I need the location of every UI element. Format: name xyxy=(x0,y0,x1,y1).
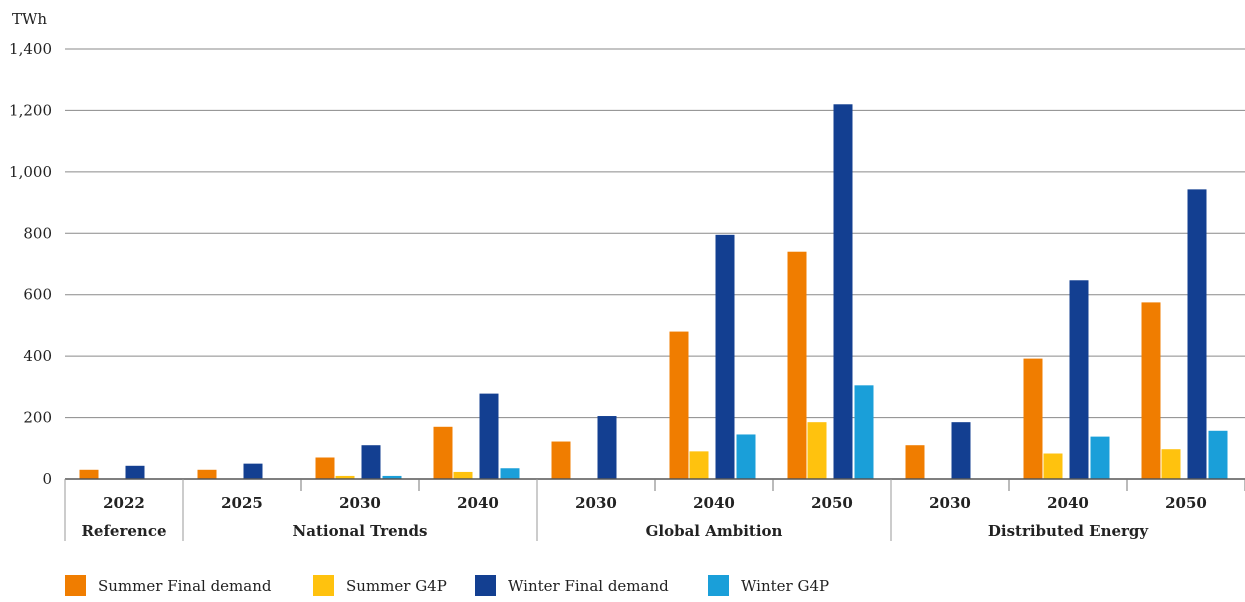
category-label: 2040 xyxy=(457,494,499,512)
bar xyxy=(382,475,402,479)
category-label: 2030 xyxy=(339,494,381,512)
category-label: 2030 xyxy=(929,494,971,512)
bar xyxy=(479,393,499,479)
legend-swatch xyxy=(65,575,86,596)
legend-item: Winter Final demand xyxy=(475,575,669,596)
legend-swatch xyxy=(313,575,334,596)
bar xyxy=(597,416,617,479)
group-label: Reference xyxy=(81,522,166,540)
bar xyxy=(1043,453,1063,479)
category-label: 2022 xyxy=(103,494,145,512)
y-tick-label: 800 xyxy=(23,224,52,242)
category-label: 2040 xyxy=(693,494,735,512)
y-tick-label: 1,000 xyxy=(9,163,52,181)
bar xyxy=(1141,302,1161,479)
y-tick-label: 400 xyxy=(23,347,52,365)
bar xyxy=(951,422,971,479)
bar xyxy=(807,422,827,479)
bar xyxy=(453,471,473,479)
bar xyxy=(1069,280,1089,479)
legend-item: Winter G4P xyxy=(708,575,829,596)
bar xyxy=(197,469,217,479)
bar xyxy=(500,468,520,479)
bar xyxy=(736,434,756,479)
bar xyxy=(854,385,874,479)
category-label: 2050 xyxy=(811,494,853,512)
group-label: Distributed Energy xyxy=(988,522,1150,540)
bar xyxy=(335,475,355,479)
bar xyxy=(1161,449,1181,479)
y-axis-unit: TWh xyxy=(12,10,47,28)
bar xyxy=(243,463,263,479)
bar xyxy=(1090,436,1110,479)
category-label: 2030 xyxy=(575,494,617,512)
legend-label: Winter Final demand xyxy=(508,577,669,595)
category-label: 2040 xyxy=(1047,494,1089,512)
bar xyxy=(551,441,571,479)
bar xyxy=(315,457,335,479)
bar xyxy=(433,426,453,479)
bar xyxy=(669,331,689,479)
bar xyxy=(1023,358,1043,479)
legend-swatch xyxy=(475,575,496,596)
bar xyxy=(1208,430,1228,479)
bars xyxy=(79,104,1228,480)
bar xyxy=(125,465,145,479)
y-tick-label: 1,200 xyxy=(9,101,52,119)
group-label: National Trends xyxy=(293,522,428,540)
bar xyxy=(361,445,381,479)
y-tick-label: 0 xyxy=(42,470,52,488)
gridlines xyxy=(65,48,1245,419)
bar xyxy=(787,251,807,479)
category-label: 2050 xyxy=(1165,494,1207,512)
group-label: Global Ambition xyxy=(646,522,783,540)
bar xyxy=(1187,189,1207,479)
legend-swatch xyxy=(708,575,729,596)
y-tick-label: 200 xyxy=(23,409,52,427)
y-tick-label: 1,400 xyxy=(9,40,52,58)
y-tick-label: 600 xyxy=(23,286,52,304)
bar xyxy=(833,104,853,480)
x-axis: 2022 2025 2030 2040 2030 2040 2050 2030 2040 2050… xyxy=(64,478,1245,541)
bar xyxy=(715,234,735,479)
legend-item: Summer G4P xyxy=(313,575,447,596)
legend: Summer Final demand Summer G4P Winter Fina… xyxy=(65,575,829,596)
bar xyxy=(689,451,709,479)
category-label: 2025 xyxy=(221,494,263,512)
bar xyxy=(905,445,925,479)
y-axis-ticks: 0 200 400 600 800 1,000 1,200 1,400 xyxy=(9,40,52,488)
legend-item: Summer Final demand xyxy=(65,575,272,596)
legend-label: Summer Final demand xyxy=(98,577,272,595)
legend-label: Summer G4P xyxy=(346,577,447,595)
legend-label: Winter G4P xyxy=(741,577,829,595)
bar xyxy=(79,469,99,479)
